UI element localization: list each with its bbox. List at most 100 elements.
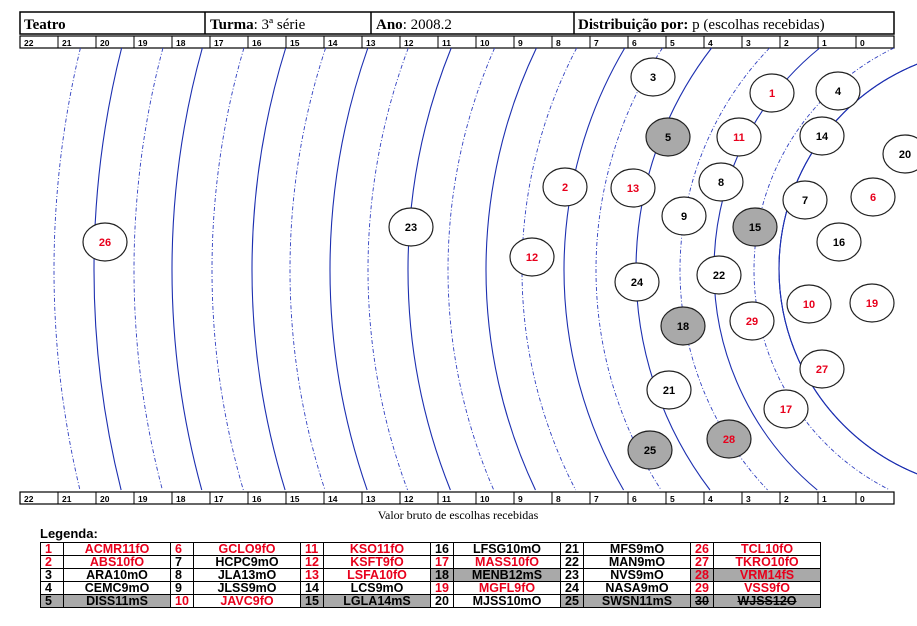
- legend-code: MAN9mO: [583, 555, 691, 569]
- node-25: 25: [627, 430, 673, 470]
- scale-tick-bottom: 19: [138, 494, 148, 504]
- node-circle: [542, 167, 588, 207]
- arc-line: [595, 47, 663, 491]
- scale-tick-top: 12: [404, 38, 414, 48]
- scale-tick-top: 4: [708, 38, 713, 48]
- node-label: 27: [816, 364, 828, 376]
- scale-tick-bottom: 7: [594, 494, 599, 504]
- legend-number: 22: [560, 555, 584, 569]
- node-13: 13: [610, 168, 656, 208]
- scale-tick-bottom: 17: [214, 494, 224, 504]
- arc-line: [367, 47, 409, 491]
- legend-code: LFSG10mO: [453, 542, 561, 556]
- node-label: 15: [749, 222, 761, 234]
- scale-tick-top: 6: [632, 38, 637, 48]
- node-20: 20: [882, 134, 917, 174]
- node-label: 17: [780, 404, 792, 416]
- top-scale: 22 21 20 19 18 17 16 15 14 13 12 11 10 9 8 7 6 5 4 3 2 1 0: [19, 35, 895, 49]
- x-axis-label: Valor bruto de escolhas recebidas: [378, 508, 539, 522]
- legend-number: 27: [690, 555, 714, 569]
- legend-code: VSS9fO: [713, 581, 821, 595]
- arc-line: [329, 47, 369, 491]
- node-label: 7: [802, 195, 808, 207]
- node-circle: [815, 71, 861, 111]
- legend-code: JLA13mO: [193, 568, 301, 582]
- node-label: 22: [713, 270, 725, 282]
- scale-tick-top: 13: [366, 38, 376, 48]
- legend-code: LSFA10fO: [323, 568, 431, 582]
- scale-tick-top: 18: [176, 38, 186, 48]
- legend-code: JAVC9fO: [193, 594, 301, 608]
- node-circle: [816, 222, 862, 262]
- scale-tick-top: 8: [556, 38, 561, 48]
- scale-tick-bottom: 20: [100, 494, 110, 504]
- node-label: 8: [718, 177, 724, 189]
- node-circle: [799, 116, 845, 156]
- node-label: 2: [562, 182, 568, 194]
- node-label: 29: [746, 316, 758, 328]
- arc-line: [53, 47, 81, 491]
- legend-number: 26: [690, 542, 714, 556]
- scale-tick-bottom: 10: [480, 494, 490, 504]
- scale-tick-bottom: 2: [784, 494, 789, 504]
- node-label: 16: [833, 237, 845, 249]
- nodes-layer: 1234567891011121314151617181920212223242…: [82, 57, 917, 470]
- node-circle: [610, 168, 656, 208]
- header-ano: Ano: 2008.2: [376, 17, 452, 33]
- node-5: 5: [645, 117, 691, 157]
- legend-code: TCL10fO: [713, 542, 821, 556]
- scale-tick-top: 7: [594, 38, 599, 48]
- node-circle: [849, 283, 895, 323]
- node-circle: [627, 430, 673, 470]
- legend-number: 16: [430, 542, 454, 556]
- legend-number: 2: [40, 555, 64, 569]
- node-4: 4: [815, 71, 861, 111]
- arc-line: [778, 63, 917, 475]
- legend-number: 8: [170, 568, 194, 582]
- arc-line: [521, 47, 578, 491]
- scale-tick-top: 10: [480, 38, 490, 48]
- node-circle: [646, 370, 692, 410]
- header-distribution: Distribuição por: p (escolhas recebidas): [578, 17, 825, 33]
- node-circle: [882, 134, 917, 174]
- node-circle: [661, 196, 707, 236]
- legend-title: Legenda:: [40, 526, 98, 541]
- node-circle: [509, 237, 555, 277]
- legend-table: 1 ACMR11fO 6 GCLO9fO 11 KSO11fO 16 LFSG10mO 21 MF…: [40, 542, 821, 608]
- scale-tick-top: 22: [24, 38, 34, 48]
- node-circle: [782, 180, 828, 220]
- legend-code: ABS10fO: [63, 555, 171, 569]
- arc-line: [289, 47, 327, 491]
- scale-tick-top: 19: [138, 38, 148, 48]
- header-subject: Teatro: [24, 17, 66, 33]
- legend-number: 15: [300, 594, 324, 608]
- legend-row: 5 DISS11mS 10 JAVC9fO 15 LGLA14mS 20 MJSS10mO 25…: [40, 594, 821, 608]
- node-label: 20: [899, 149, 911, 161]
- node-12: 12: [509, 237, 555, 277]
- legend-code: CEMC9mO: [63, 581, 171, 595]
- scale-tick-top: 2: [784, 38, 789, 48]
- node-7: 7: [782, 180, 828, 220]
- node-label: 5: [665, 132, 671, 144]
- node-label: 12: [526, 252, 538, 264]
- legend-number: 12: [300, 555, 324, 569]
- node-circle: [388, 207, 434, 247]
- legend-code: WJSS12O: [713, 594, 821, 608]
- legend-number: 28: [690, 568, 714, 582]
- legend-number: 24: [560, 581, 584, 595]
- node-circle: [698, 162, 744, 202]
- node-label: 21: [663, 385, 675, 397]
- node-label: 18: [677, 321, 689, 333]
- arc-line: [93, 47, 123, 491]
- node-circle: [732, 207, 778, 247]
- legend-row: 2 ABS10fO 7 HCPC9mO 12 KSFT9fO 17 MASS10fO 22 MAN…: [40, 555, 821, 569]
- node-circle: [749, 73, 795, 113]
- node-circle: [645, 117, 691, 157]
- sociogram-chart: Teatro Turma: 3ª série Ano: 2008.2 Distribu…: [19, 11, 917, 522]
- arc-line: [407, 47, 452, 491]
- legend-number: 23: [560, 568, 584, 582]
- scale-tick-bottom: 5: [670, 494, 675, 504]
- legend-number: 30: [690, 594, 714, 608]
- legend-number: 5: [40, 594, 64, 608]
- node-1: 1: [749, 73, 795, 113]
